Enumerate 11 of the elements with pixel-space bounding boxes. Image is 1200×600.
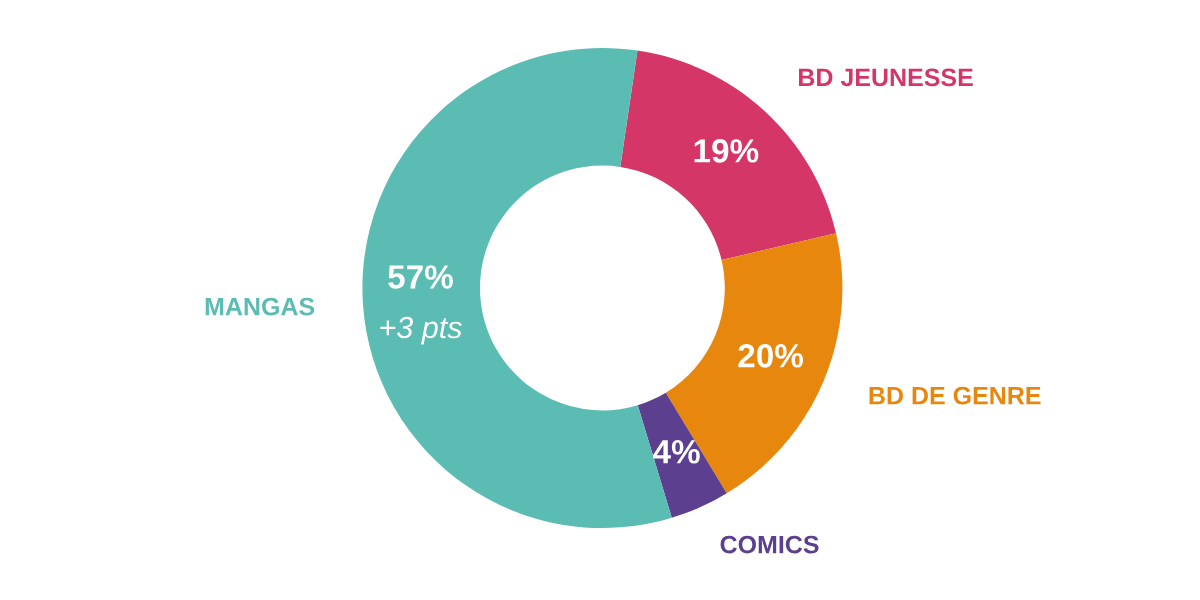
data-label: 57% <box>388 265 453 289</box>
data-label: 4% <box>653 440 700 464</box>
slice-label: MANGAS <box>205 297 315 316</box>
data-label: 20% <box>738 344 804 368</box>
donut-slice <box>637 392 727 518</box>
slice-label: BD JEUNESSE <box>799 68 973 87</box>
slice-label: COMICS <box>720 535 819 554</box>
slice-label: BD DE GENRE <box>869 386 1041 405</box>
donut-slice <box>620 50 837 261</box>
text: +3 pts <box>380 316 462 345</box>
data-label: 19% <box>694 139 759 163</box>
